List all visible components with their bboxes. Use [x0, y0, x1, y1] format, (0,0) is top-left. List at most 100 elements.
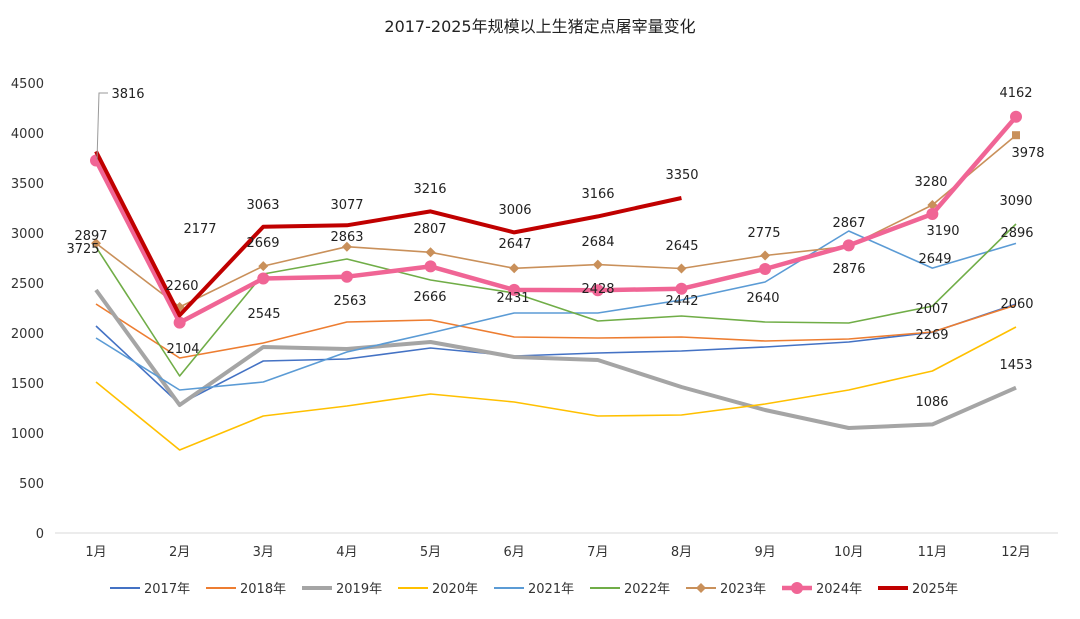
y-tick-label: 4000 — [11, 127, 44, 142]
data-label: 3350 — [665, 168, 698, 183]
axes: 0 500 1000 1500 2000 2500 3000 3500 4000 4500 1月 2月… — [11, 77, 1058, 560]
x-tick-label: 11月 — [918, 545, 948, 560]
legend-item: 2023年 — [686, 582, 766, 597]
data-label: 3978 — [1011, 146, 1044, 161]
y-tick-label: 500 — [19, 477, 44, 492]
data-label: 3280 — [914, 175, 947, 190]
data-point — [1010, 110, 1022, 123]
data-point — [340, 270, 353, 283]
data-point — [257, 272, 270, 285]
data-label: 2269 — [915, 328, 948, 343]
data-label: 2867 — [832, 216, 865, 231]
series-2020年 — [95, 326, 1017, 451]
series-line — [94, 115, 1018, 325]
legend-item: 2021年 — [494, 582, 574, 597]
data-label: 2647 — [498, 237, 531, 252]
series-2019年 — [94, 288, 1017, 430]
x-tick-label: 3月 — [253, 545, 274, 560]
data-labels: 3816 2177 3063 3077 3216 3006 3166 3350 3725 2104… — [66, 86, 1044, 410]
chart-title: 2017-2025年规模以上生猪定点屠宰量变化 — [384, 17, 695, 36]
data-label: 2060 — [1000, 297, 1033, 312]
legend-label: 2020年 — [432, 582, 478, 597]
data-label: 1453 — [999, 358, 1032, 373]
x-tick-label: 1月 — [85, 545, 106, 560]
legend-label: 2019年 — [336, 582, 382, 597]
y-tick-label: 1500 — [11, 377, 44, 392]
y-tick-label: 2500 — [11, 277, 44, 292]
legend-label: 2018年 — [240, 582, 286, 597]
data-point — [1012, 131, 1020, 140]
series-2021年 — [95, 230, 1017, 391]
x-tick-label: 4月 — [336, 545, 357, 560]
data-point — [424, 260, 437, 273]
y-tick-label: 3000 — [11, 227, 44, 242]
data-point — [591, 284, 604, 297]
data-point — [592, 259, 603, 270]
data-point — [173, 316, 186, 329]
x-tick-label: 10月 — [834, 545, 864, 560]
legend-item: 2025年 — [878, 582, 958, 597]
data-label: 2897 — [74, 229, 107, 244]
x-tick-label: 12月 — [1001, 545, 1031, 560]
data-point — [91, 238, 101, 249]
data-point — [842, 239, 855, 252]
data-label: 2545 — [247, 307, 280, 322]
data-label: 3816 — [111, 87, 144, 102]
data-label: 1086 — [915, 395, 948, 410]
legend: 2017年 2018年 2019年 2020年 2021年 2022年 2023年 2024年… — [110, 582, 958, 597]
data-label: 2876 — [832, 262, 865, 277]
series-line — [95, 326, 1017, 451]
y-tick-label: 3500 — [11, 177, 44, 192]
y-tick-label: 1000 — [11, 427, 44, 442]
legend-label: 2024年 — [816, 582, 862, 597]
data-point — [509, 263, 520, 274]
data-label: 2775 — [747, 226, 780, 241]
series-lines — [90, 110, 1022, 451]
legend-item: 2024年 — [782, 582, 862, 597]
series-2024年 — [90, 110, 1022, 329]
data-label: 2428 — [581, 282, 614, 297]
data-label: 2563 — [333, 294, 366, 309]
series-2017年 — [95, 303, 1017, 405]
data-label: 3090 — [999, 194, 1032, 209]
data-point — [676, 263, 687, 274]
data-label: 2431 — [496, 291, 529, 306]
data-point — [425, 247, 436, 258]
y-tick-label: 2000 — [11, 327, 44, 342]
x-tick-label: 7月 — [587, 545, 608, 560]
data-label: 3006 — [498, 203, 531, 218]
series-line — [95, 303, 1017, 359]
data-point — [258, 261, 269, 272]
x-tick-label: 5月 — [420, 545, 441, 560]
data-label: 2442 — [665, 294, 698, 309]
data-point — [759, 263, 772, 275]
data-label: 2649 — [918, 252, 951, 267]
data-label: 3077 — [330, 198, 363, 213]
legend-label: 2022年 — [624, 582, 670, 597]
data-label: 2177 — [183, 222, 216, 237]
x-tick-label: 6月 — [504, 545, 525, 560]
data-label: 3166 — [581, 187, 614, 202]
data-label: 2807 — [413, 222, 446, 237]
data-label: 2669 — [246, 236, 279, 251]
series-2022年 — [95, 223, 1017, 377]
legend-label: 2025年 — [912, 582, 958, 597]
legend-marker — [696, 583, 706, 593]
data-point — [927, 200, 938, 210]
data-label: 2684 — [581, 235, 614, 250]
data-point — [508, 283, 521, 296]
data-label: 2863 — [330, 230, 363, 245]
series-line — [94, 150, 682, 318]
data-point — [341, 241, 352, 252]
data-label: 3725 — [66, 242, 99, 257]
series-line — [95, 223, 1017, 377]
legend-item: 2017年 — [110, 582, 190, 597]
legend-label: 2021年 — [528, 582, 574, 597]
data-label: 2645 — [665, 239, 698, 254]
data-label: 2104 — [166, 342, 199, 357]
data-label: 3063 — [246, 198, 279, 213]
series-line — [95, 230, 1017, 391]
data-label: 2007 — [915, 302, 948, 317]
legend-item: 2018年 — [206, 582, 286, 597]
